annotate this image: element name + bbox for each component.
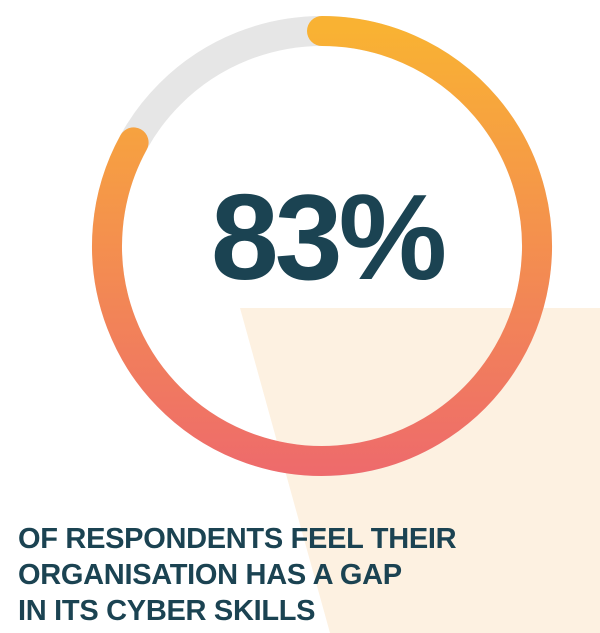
caption-line: ORGANISATION HAS A GAP: [18, 559, 402, 591]
gauge: [92, 16, 552, 476]
background-shape: [240, 308, 600, 633]
value-label: 83%: [211, 169, 445, 305]
caption-line: IN ITS CYBER SKILLS: [18, 595, 315, 627]
gauge-arc: [92, 16, 552, 476]
caption-line: OF RESPONDENTS FEEL THEIR: [18, 523, 457, 555]
